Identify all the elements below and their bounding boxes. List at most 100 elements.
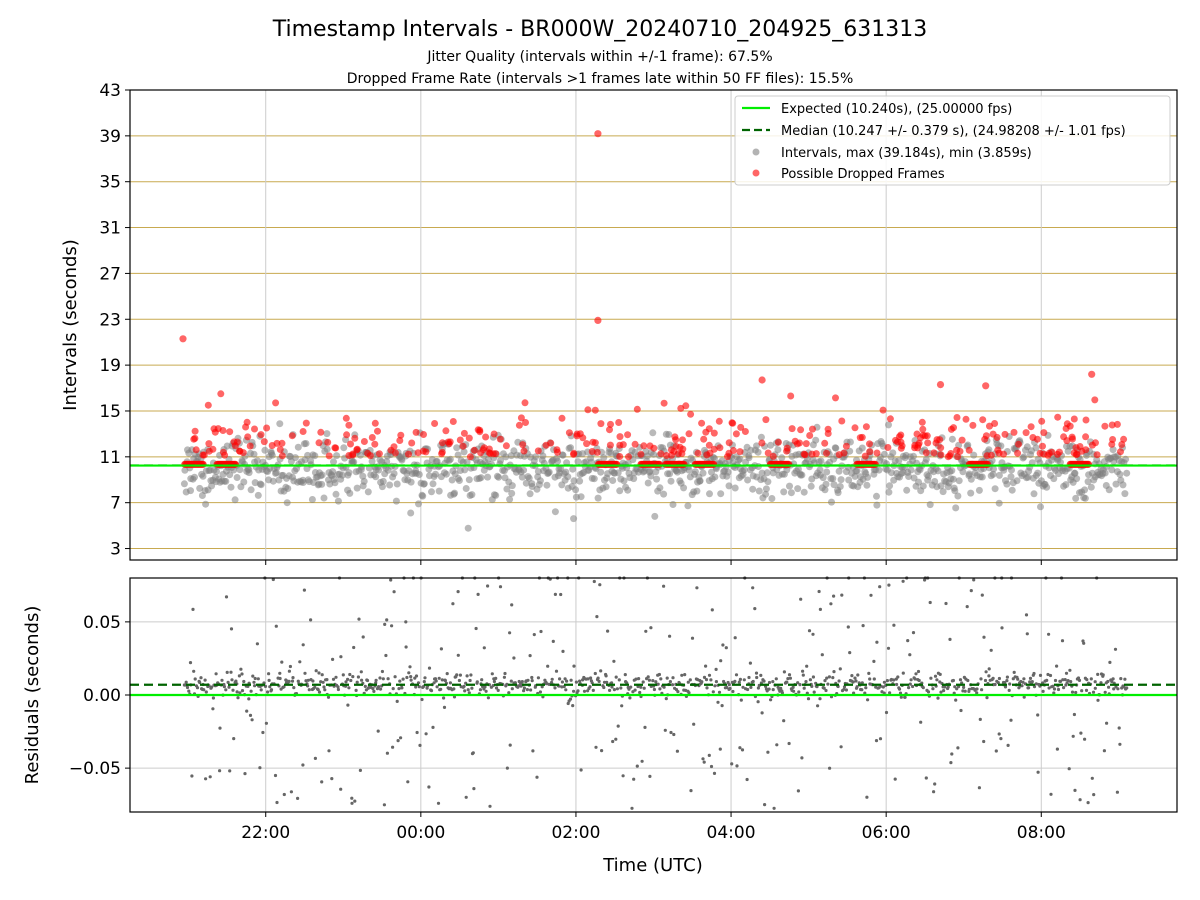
residual-point [760,711,764,715]
interval-point [888,469,895,477]
interval-point [302,440,310,447]
intervals-y-tick-label: 43 [99,81,121,101]
residual-point [440,678,444,682]
residual-point [457,678,461,683]
residual-point [344,680,348,684]
interval-point [660,490,668,498]
residuals-y-tick-label: 0.00 [83,686,121,706]
residual-point [192,669,196,673]
dropped-frame-point [716,444,724,452]
interval-point [725,482,733,490]
dropped-frame-point [438,439,446,447]
interval-point [350,458,358,466]
residual-point [242,679,246,684]
residual-point [1062,686,1066,690]
interval-point [934,467,942,475]
residual-point [1102,749,1106,753]
residual-point [414,685,418,689]
interval-point [338,471,346,479]
interval-point [191,473,198,481]
dropped-frame-point [897,431,905,439]
residual-point [581,678,585,682]
residual-point [751,586,755,590]
interval-point [665,431,673,438]
interval-point [506,495,514,503]
residual-point [963,689,967,693]
residual-point [356,675,360,679]
residual-point [812,690,816,694]
residual-point [831,676,835,680]
residual-point [396,739,400,743]
dropped-frame-point [230,438,238,446]
dropped-frame-point [694,449,702,457]
residual-point [911,684,915,689]
residual-point [785,680,789,684]
dropped-frame-point [787,392,795,400]
dropped-frame-point [272,399,280,407]
interval-point [948,435,956,443]
residual-point [317,690,322,694]
dropped-frame-point [705,425,713,433]
residual-point [530,679,534,683]
dropped-frame-point [456,436,464,444]
residual-point [1020,684,1024,688]
residual-point [975,691,979,695]
residual-point [1009,718,1013,722]
residual-point [1110,679,1114,684]
residual-point [804,680,808,684]
residual-point [229,670,233,674]
residual-point [1051,684,1055,688]
residual-point [325,678,329,682]
residual-point [474,626,478,631]
interval-point [948,467,956,475]
residual-point [259,688,263,692]
interval-point [774,446,782,454]
residual-point [939,690,943,694]
residual-point [975,687,979,691]
residual-point [606,629,610,633]
dropped-frame-point [1120,435,1128,443]
dropped-frame-point [892,436,899,444]
dropped-frame-point [886,415,894,423]
residual-point [1021,680,1025,684]
interval-point [684,502,692,510]
residual-point [452,687,456,691]
interval-point [967,489,975,497]
residual-point [762,679,766,683]
residual-point [742,678,746,682]
residual-point [389,578,393,582]
residual-point [503,671,507,676]
interval-point [569,465,577,473]
dropped-frame-point [1055,448,1063,456]
residual-point [261,730,265,735]
residual-point [718,747,722,751]
interval-point [364,488,372,496]
residual-point [657,672,662,677]
interval-point [757,433,765,441]
residual-point [1056,687,1061,692]
residual-point [746,687,750,692]
residual-point [383,622,387,627]
residual-point [530,675,534,680]
dropped-frame-point [391,449,399,457]
interval-point [199,472,207,480]
residual-point [1078,798,1082,802]
residual-point [936,696,940,700]
dropped-frame-point [783,447,791,455]
residual-point [914,672,918,676]
interval-point [508,482,516,490]
dropped-frame-point [1101,422,1109,430]
dropped-frame-point [866,448,874,456]
dropped-frame-cluster-point [680,460,688,468]
residual-point [872,659,876,664]
interval-point [525,474,533,482]
residual-point [466,688,470,692]
interval-point [261,446,269,454]
dropped-frame-point [715,417,723,425]
legend-dropped-swatch [752,169,760,177]
residuals-panel: −0.05 0.00 0.05 22:00 00:00 02:00 04:00 06:00 0… [22,576,1178,876]
residual-point [786,677,790,681]
interval-point [187,487,194,495]
dropped-frame-point [520,447,528,455]
residual-point [792,689,796,693]
